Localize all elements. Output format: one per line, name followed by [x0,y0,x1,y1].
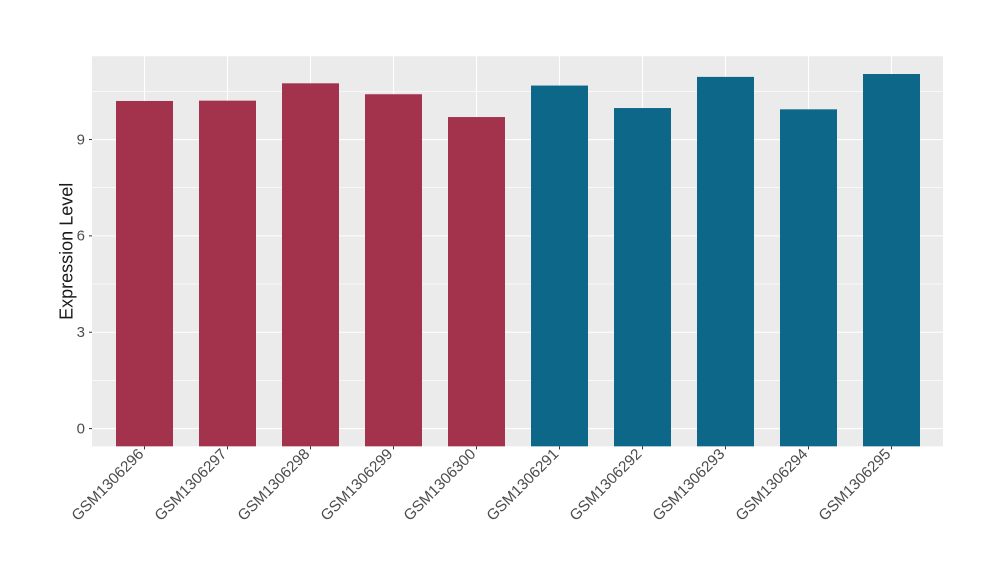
svg-text:GSM1306292: GSM1306292 [567,446,646,525]
svg-text:GSM1306297: GSM1306297 [152,446,231,525]
svg-text:0: 0 [77,420,85,437]
svg-text:GSM1306300: GSM1306300 [401,446,480,525]
svg-text:GSM1306291: GSM1306291 [484,446,563,525]
svg-text:6: 6 [77,228,85,245]
svg-text:GSM1306295: GSM1306295 [816,446,895,525]
svg-text:GSM1306293: GSM1306293 [650,446,729,525]
svg-text:GSM1306298: GSM1306298 [235,446,314,525]
svg-text:GSM1306294: GSM1306294 [733,445,812,524]
svg-text:GSM1306299: GSM1306299 [318,446,397,525]
svg-text:GSM1306296: GSM1306296 [69,446,148,525]
svg-text:9: 9 [77,131,85,148]
svg-text:3: 3 [77,324,85,341]
svg-text:Expression Level: Expression Level [56,183,76,320]
